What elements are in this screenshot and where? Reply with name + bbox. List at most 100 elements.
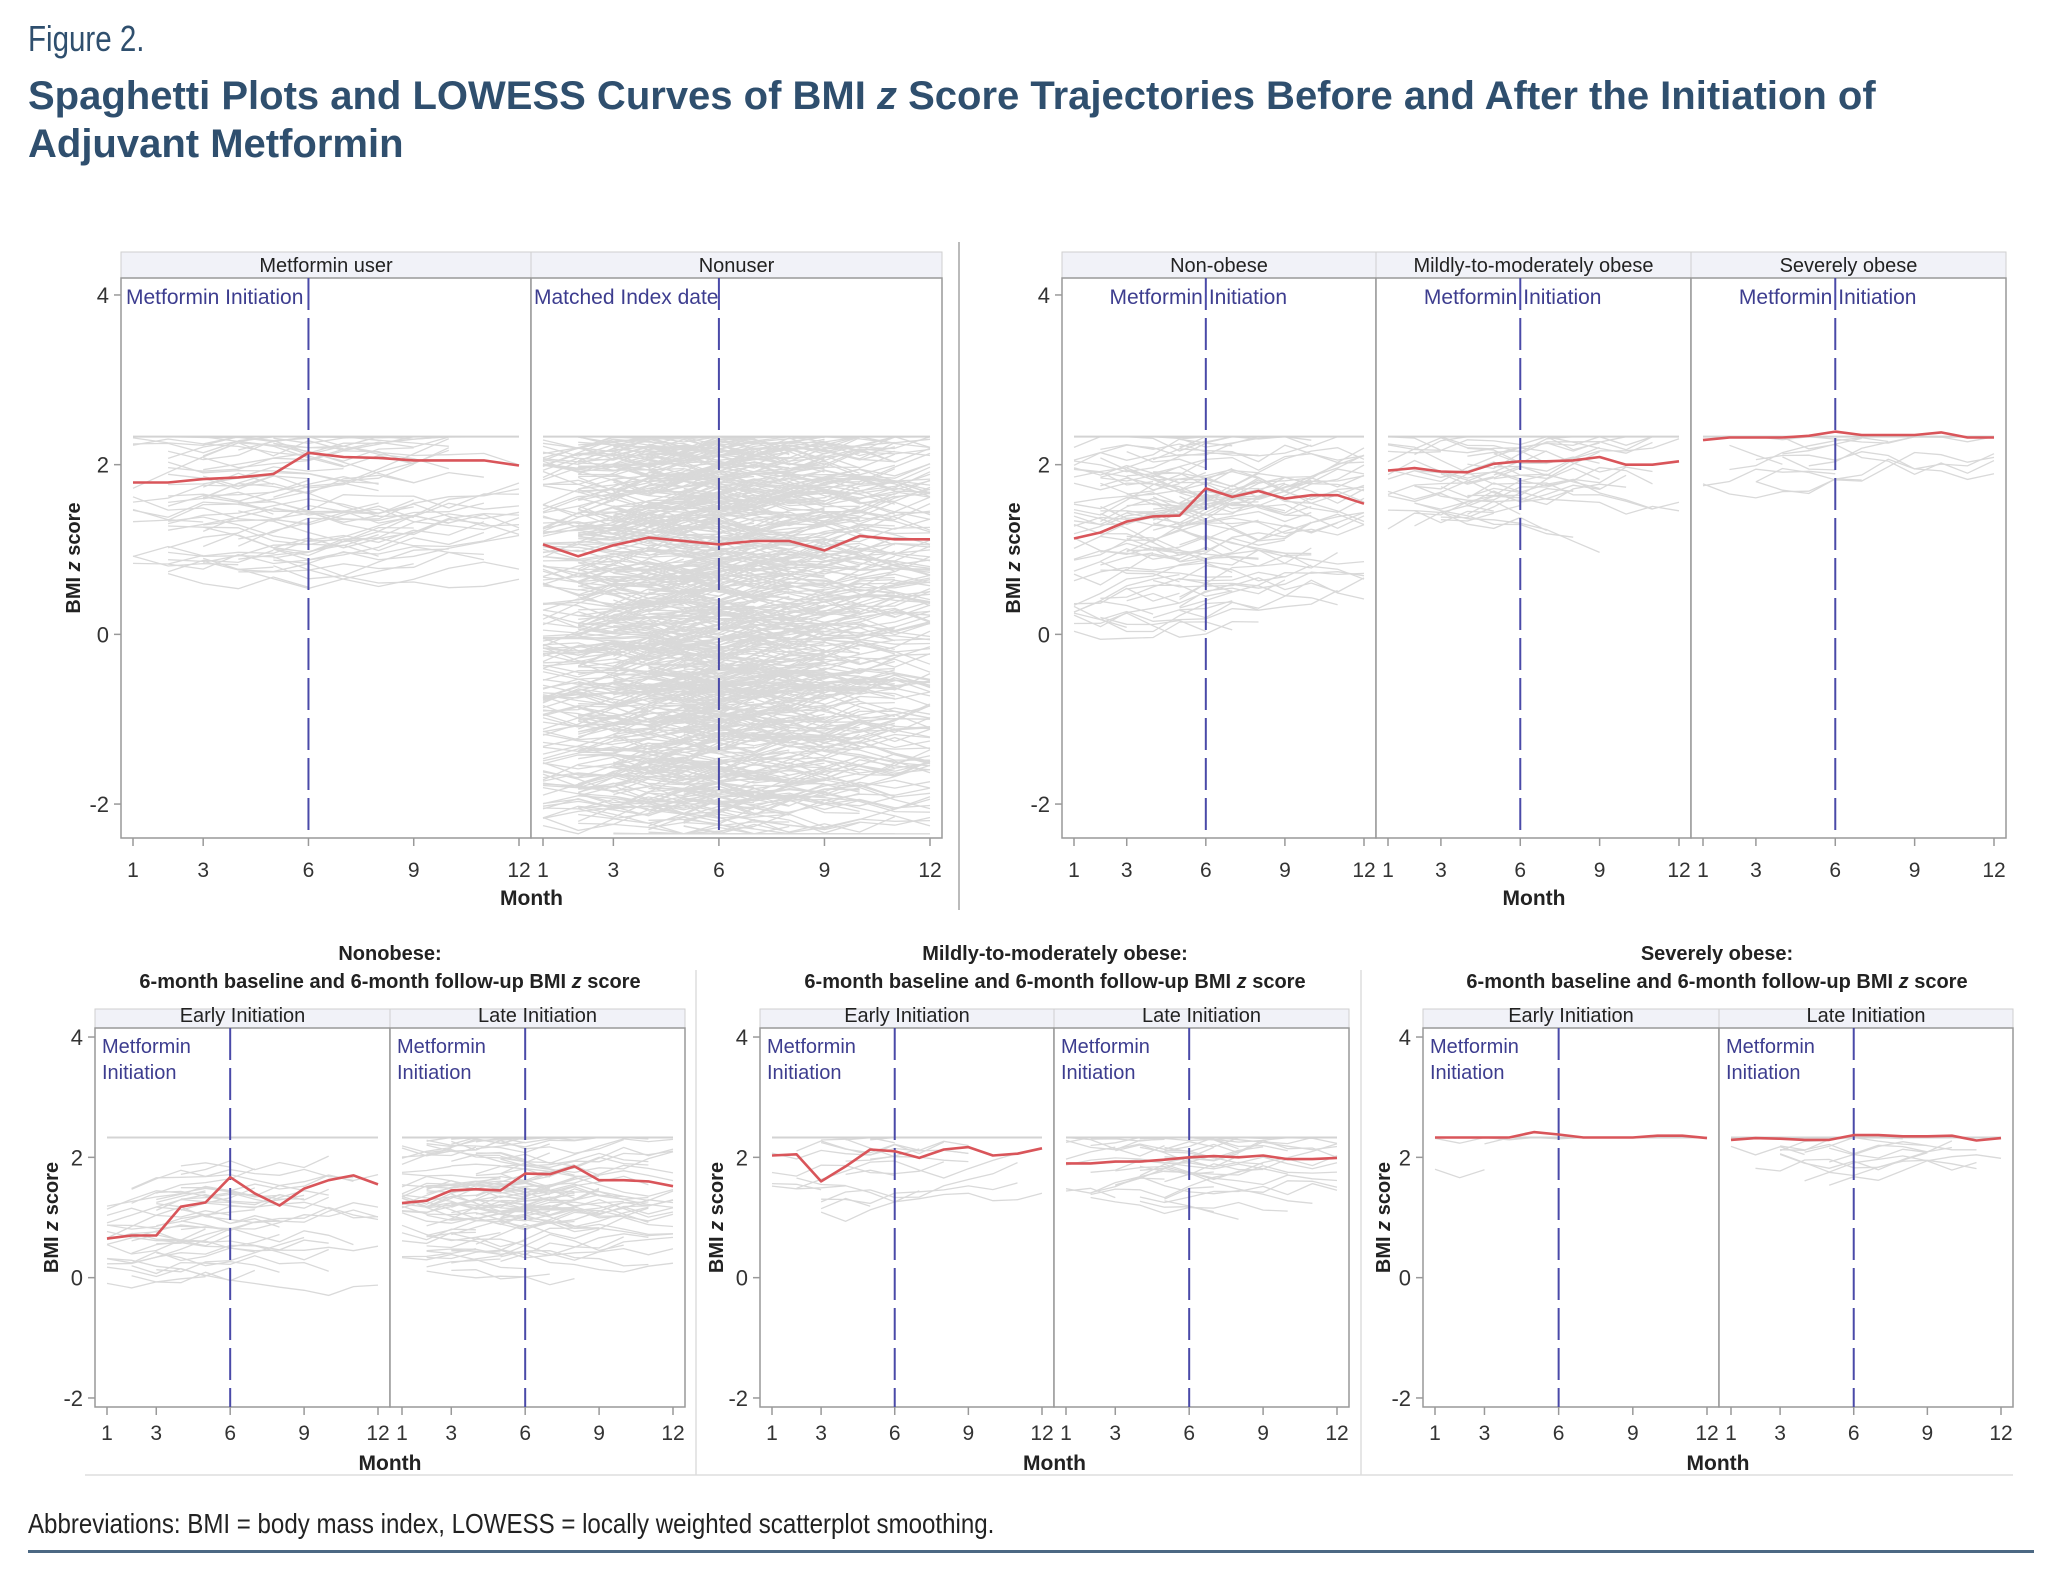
panel-header: Late Initiation <box>1142 1005 1261 1027</box>
chart-group-bottom-2: Mildly-to-moderately obese: 6-month basel… <box>706 943 1350 1475</box>
chart-group-top-right: BMI z score 4 2 0 -2 Month Non-obese Metformin I… <box>1003 251 2007 910</box>
x-tick-label: 6 <box>519 1422 531 1445</box>
spaghetti-line <box>132 440 414 468</box>
spaghetti-line <box>401 1147 452 1157</box>
panel-late-initiation: Late Initiation Metformin Initiation 1 3 6 9 12 <box>389 1005 686 1445</box>
panel-header-strip <box>1690 251 2007 279</box>
spaghetti-line <box>648 821 930 835</box>
spaghetti-line <box>202 472 274 488</box>
spaghetti-line <box>648 787 931 835</box>
spaghetti-line <box>106 1187 280 1210</box>
y-tick-label: 2 <box>1038 453 1050 478</box>
spaghetti-line <box>542 794 860 815</box>
y-tick-label: -2 <box>89 792 109 817</box>
x-tick-label: 12 <box>1667 859 1690 882</box>
spaghetti-line <box>796 1177 846 1187</box>
spaghetti-line <box>683 578 895 595</box>
y-tick-label: 2 <box>736 1145 748 1170</box>
spaghetti-line <box>167 532 239 549</box>
spaghetti-line <box>1100 536 1365 565</box>
spaghetti-line <box>1779 1146 1953 1171</box>
spaghetti-line <box>683 703 931 735</box>
spaghetti-line <box>578 624 649 633</box>
spaghetti-line <box>613 785 931 814</box>
abbreviations-note: Abbreviations: BMI = body mass index, LO… <box>28 1508 995 1539</box>
spaghetti-line <box>613 462 860 478</box>
y-axis-label-italic: z <box>41 1221 63 1232</box>
spaghetti-line <box>475 1177 575 1191</box>
spaghetti-line <box>1702 468 1836 487</box>
spaghetti-line <box>132 503 239 523</box>
spaghetti-line <box>1115 1145 1165 1157</box>
spaghetti-line <box>1440 436 1653 453</box>
x-tick-label: 3 <box>197 859 209 882</box>
spaghetti-line <box>106 1231 231 1247</box>
spaghetti-line <box>1755 467 1809 483</box>
y-tick-label: -2 <box>1391 1386 1411 1411</box>
x-tick-label: 1 <box>1725 1422 1737 1445</box>
spaghetti-line <box>542 601 649 620</box>
spaghetti-line <box>542 459 931 491</box>
y-axis-label: BMI z score <box>63 502 85 613</box>
spaghetti-line <box>1387 470 1521 500</box>
y-tick-label: 2 <box>1399 1145 1411 1170</box>
spaghetti-line <box>451 1190 674 1215</box>
x-tick-label: 1 <box>127 859 139 882</box>
spaghetti-line <box>106 1244 329 1265</box>
spaghetti-line <box>542 498 825 528</box>
panel-frame <box>1375 277 1692 839</box>
spaghetti-line <box>273 534 520 565</box>
spaghetti-line <box>132 484 239 503</box>
spaghetti-line <box>683 465 790 482</box>
spaghetti-line <box>577 521 684 550</box>
spaghetti-line <box>1755 451 1995 470</box>
spaghetti-line <box>203 491 520 512</box>
spaghetti-line <box>1139 1163 1264 1176</box>
spaghetti-line <box>273 436 520 466</box>
x-tick-label: 3 <box>1774 1422 1786 1445</box>
spaghetti-line <box>106 1191 206 1207</box>
reference-annotation: Initiation <box>1523 286 1601 309</box>
y-tick-label: 4 <box>736 1025 748 1050</box>
x-tick-label: 1 <box>1068 859 1080 882</box>
spaghetti-line <box>1493 459 1574 477</box>
spaghetti-line <box>578 705 931 733</box>
spaghetti-line <box>683 703 931 755</box>
spaghetti-line <box>401 1146 477 1166</box>
spaghetti-line <box>542 485 614 503</box>
spaghetti-line <box>577 505 931 545</box>
spaghetti-line <box>451 1250 501 1256</box>
spaghetti-line <box>613 658 790 679</box>
reference-annotation-line1: Metformin <box>102 1036 191 1058</box>
panel-frame <box>1690 277 2007 839</box>
spaghetti-line <box>1065 1157 1288 1175</box>
spaghetti-lines <box>771 1136 1043 1223</box>
spaghetti-line <box>1387 489 1574 506</box>
spaghetti-line <box>648 632 860 654</box>
x-tick-label: 1 <box>1060 1422 1072 1445</box>
spaghetti-line <box>426 1270 575 1286</box>
panel-frame <box>1718 1027 2014 1408</box>
group-title-italic: z <box>1898 971 1909 993</box>
spaghetti-line <box>1100 569 1233 578</box>
spaghetti-line <box>273 506 414 516</box>
x-tick-label: 6 <box>1183 1422 1195 1445</box>
spaghetti-line <box>578 621 931 651</box>
spaghetti-line <box>613 609 684 631</box>
figure-title-italic: z <box>876 74 897 118</box>
spaghetti-line <box>648 775 719 793</box>
spaghetti-line <box>1126 478 1180 495</box>
group-title-line2: 6-month baseline and 6-month follow-up B… <box>804 971 1305 993</box>
spaghetti-line <box>1126 498 1233 513</box>
spaghetti-line <box>106 1207 231 1218</box>
lowess-curve <box>542 534 930 558</box>
spaghetti-line <box>106 1266 231 1278</box>
footer-rule <box>28 1550 2034 1553</box>
spaghetti-line <box>180 1162 231 1168</box>
spaghetti-line <box>683 791 931 827</box>
spaghetti-line <box>578 755 931 800</box>
spaghetti-line <box>167 572 309 590</box>
spaghetti-line <box>131 1234 206 1242</box>
spaghetti-line <box>648 443 720 455</box>
spaghetti-line <box>1808 451 1995 482</box>
